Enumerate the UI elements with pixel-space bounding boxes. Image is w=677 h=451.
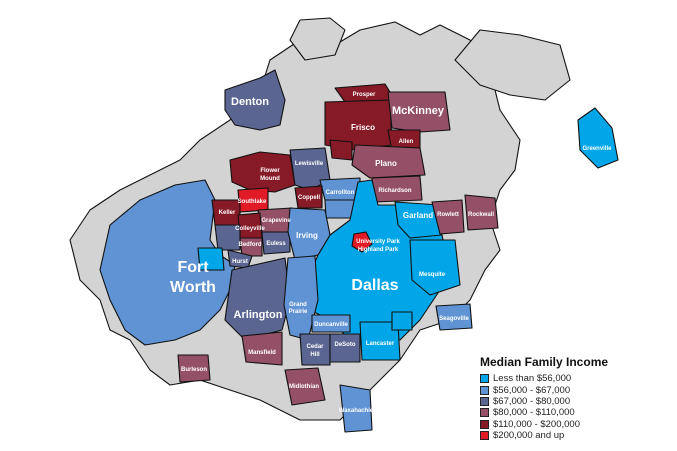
label-denton: Denton [231,96,269,108]
label-cedar-hill-line2: Hill [310,352,320,358]
region-midlothian [284,367,326,406]
label-richardson: Richardson [378,188,411,194]
region-balch-springs [391,311,413,331]
label-greenville: Greenville [582,146,612,152]
label-cedar-hill-line1: Cedar [306,344,324,350]
label-arlington: Arlington [234,309,283,321]
label-duncanville: Duncanville [314,322,348,328]
legend-swatch [480,431,489,441]
label-coppell: Coppell [298,195,320,201]
legend-item: $67,000 - $80,000 [480,396,670,407]
label-mansfield: Mansfield [248,350,276,356]
label-plano: Plano [375,159,397,168]
region-desoto [329,333,361,363]
legend-item: $56,000 - $67,000 [480,384,670,396]
legend-item: Less than $56,000 [480,373,670,384]
label-bedford: Bedford [239,242,262,248]
region-euless [261,231,291,255]
legend-swatch [480,396,489,406]
label-university-park: University Park [356,239,400,245]
legend-title: Median Family Income [480,355,609,369]
label-fort-worth-line1: Fort [177,259,209,276]
label-hurst: Hurst [232,259,248,265]
label-rockwall: Rockwall [468,212,494,218]
legend-swatch [480,419,489,429]
legend-label: $56,000 - $67,000 [493,384,571,396]
legend-label: $80,000 - $110,000 [493,407,575,419]
label-mckinney: McKinney [392,105,445,117]
label-waxahachie: Waxahachie [339,408,374,414]
region-university-park [351,231,373,253]
region-mckinney [387,91,451,133]
region-rowlett [431,199,465,235]
legend-label: $67,000 - $80,000 [493,395,571,407]
region-denton [224,69,286,131]
label-frisco: Frisco [351,123,375,132]
legend-label: Less than $56,000 [493,373,572,385]
label-carrollton: Carrollton [326,190,355,196]
region-haltom-city [197,247,225,271]
region-mesquite [409,239,461,296]
region-seagoville [435,303,473,331]
label-mesquite: Mesquite [419,272,446,278]
label-euless: Euless [266,241,286,247]
region-carrollton [319,177,361,201]
region-mansfield [241,331,283,366]
legend-item: $110,000 - $200,000 [480,419,670,430]
label-allen: Allen [399,139,414,145]
region-unincorporated-ne [454,29,571,101]
label-dallas: Dallas [351,277,398,294]
region-flower-mound [229,151,296,193]
label-rowlett: Rowlett [437,212,459,218]
label-garland: Garland [403,211,433,220]
legend-swatch [480,385,489,395]
region-bedford [239,237,263,257]
region-the-colony [329,139,353,161]
label-keller: Keller [219,210,236,216]
label-highland-park: Highland Park [358,247,399,253]
legend-item: $80,000 - $110,000 [480,407,670,418]
legend-label: $110,000 - $200,000 [493,418,580,430]
legend-rows: Less than $56,000 $56,000 - $67,000 $67,00… [480,373,670,441]
label-grand-prairie-line2: Prairie [289,309,308,315]
region-waxahachie [339,384,373,433]
label-southlake: Southlake [238,199,267,205]
region-coppell [294,185,323,209]
label-grand-prairie-line1: Grand [289,302,307,308]
region-unincorporated-n [289,17,346,61]
region-greenville [577,107,619,169]
label-desoto: DeSoto [335,342,356,348]
label-prosper: Prosper [353,92,376,98]
label-burleson: Burleson [181,367,207,373]
label-lewisville: Lewisville [295,161,324,167]
label-irving: Irving [296,231,318,240]
region-north-richland-hills [214,224,241,251]
legend-item: $200,000 and up [480,430,670,441]
region-cedar-hill [299,333,331,366]
label-lancaster: Lancaster [366,341,395,347]
region-arlington [224,257,291,341]
label-fort-worth-line2: Worth [170,279,216,296]
label-flower-mound-line2: Mound [260,176,280,182]
label-flower-mound-line1: Flower [260,168,280,174]
region-irving [287,207,331,261]
region-duncanville [311,314,351,333]
region-lancaster [359,321,401,361]
label-midlothian: Midlothian [289,384,319,390]
label-colleyville: Colleyville [235,226,265,232]
label-seagoville: Seagoville [439,316,469,322]
region-rockwall [464,194,499,231]
legend-swatch [480,374,489,384]
region-burleson [177,354,211,383]
label-grapevine: Grapevine [261,218,291,224]
legend-swatch [480,408,489,418]
legend-label: $200,000 and up [493,430,565,442]
legend: Median Family Income Less than $56,000 $5… [480,355,670,441]
